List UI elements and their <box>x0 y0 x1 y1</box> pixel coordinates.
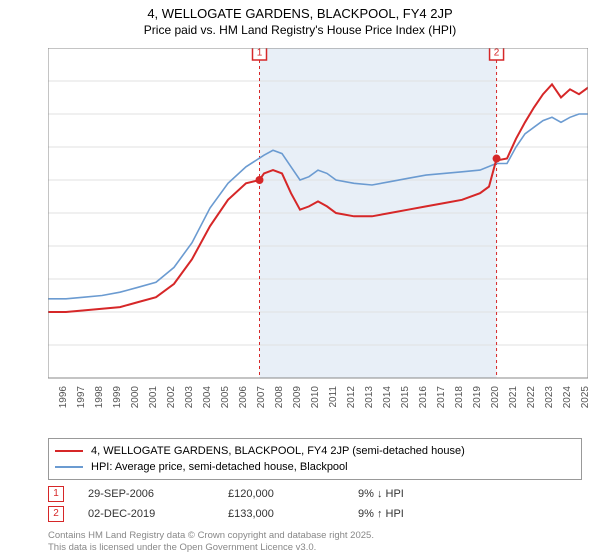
svg-text:2008: 2008 <box>274 386 285 408</box>
svg-text:2010: 2010 <box>310 386 321 408</box>
sale-date: 02-DEC-2019 <box>88 508 228 520</box>
sale-delta: 9% ↓ HPI <box>358 488 478 500</box>
svg-text:2025: 2025 <box>580 386 588 408</box>
svg-text:2021: 2021 <box>508 386 519 408</box>
svg-text:2004: 2004 <box>202 386 213 408</box>
svg-text:2007: 2007 <box>256 386 267 408</box>
svg-text:2001: 2001 <box>148 386 159 408</box>
svg-text:2020: 2020 <box>490 386 501 408</box>
svg-text:2002: 2002 <box>166 386 177 408</box>
svg-text:2019: 2019 <box>472 386 483 408</box>
svg-text:2009: 2009 <box>292 386 303 408</box>
chart-title: 4, WELLOGATE GARDENS, BLACKPOOL, FY4 2JP <box>0 0 600 21</box>
svg-text:2011: 2011 <box>328 386 339 408</box>
legend-label: HPI: Average price, semi-detached house,… <box>91 461 348 473</box>
attribution: Contains HM Land Registry data © Crown c… <box>48 530 374 555</box>
svg-text:2014: 2014 <box>382 386 393 408</box>
svg-text:1998: 1998 <box>94 386 105 408</box>
svg-text:1995: 1995 <box>48 386 51 408</box>
sale-delta: 9% ↑ HPI <box>358 508 478 520</box>
svg-text:2006: 2006 <box>238 386 249 408</box>
sale-marker-icon: 2 <box>48 506 64 522</box>
price-chart: £0£20K£40K£60K£80K£100K£120K£140K£160K£1… <box>48 48 588 408</box>
chart-subtitle: Price paid vs. HM Land Registry's House … <box>0 21 600 41</box>
sale-price: £133,000 <box>228 508 358 520</box>
legend: 4, WELLOGATE GARDENS, BLACKPOOL, FY4 2JP… <box>48 438 582 480</box>
legend-row: 4, WELLOGATE GARDENS, BLACKPOOL, FY4 2JP… <box>55 443 575 459</box>
svg-text:1997: 1997 <box>76 386 87 408</box>
sale-row: 1 29-SEP-2006£120,0009% ↓ HPI <box>48 484 478 504</box>
svg-text:2015: 2015 <box>400 386 411 408</box>
svg-text:2: 2 <box>494 48 500 59</box>
legend-swatch <box>55 466 83 468</box>
svg-text:2024: 2024 <box>562 386 573 408</box>
sale-marker-icon: 1 <box>48 486 64 502</box>
svg-text:1999: 1999 <box>112 386 123 408</box>
svg-text:2000: 2000 <box>130 386 141 408</box>
svg-text:2012: 2012 <box>346 386 357 408</box>
sales-table: 1 29-SEP-2006£120,0009% ↓ HPI 2 02-DEC-2019… <box>48 484 478 524</box>
attribution-line2: This data is licensed under the Open Gov… <box>48 542 374 554</box>
svg-text:2013: 2013 <box>364 386 375 408</box>
sale-date: 29-SEP-2006 <box>88 488 228 500</box>
svg-text:2018: 2018 <box>454 386 465 408</box>
sale-row: 2 02-DEC-2019£133,0009% ↑ HPI <box>48 504 478 524</box>
svg-text:2022: 2022 <box>526 386 537 408</box>
svg-text:2016: 2016 <box>418 386 429 408</box>
svg-text:2003: 2003 <box>184 386 195 408</box>
attribution-line1: Contains HM Land Registry data © Crown c… <box>48 530 374 542</box>
svg-text:2023: 2023 <box>544 386 555 408</box>
legend-row: HPI: Average price, semi-detached house,… <box>55 459 575 475</box>
svg-text:1: 1 <box>257 48 263 59</box>
svg-text:2005: 2005 <box>220 386 231 408</box>
svg-text:2017: 2017 <box>436 386 447 408</box>
sale-price: £120,000 <box>228 488 358 500</box>
legend-label: 4, WELLOGATE GARDENS, BLACKPOOL, FY4 2JP… <box>91 445 465 457</box>
svg-text:1996: 1996 <box>58 386 69 408</box>
legend-swatch <box>55 450 83 452</box>
